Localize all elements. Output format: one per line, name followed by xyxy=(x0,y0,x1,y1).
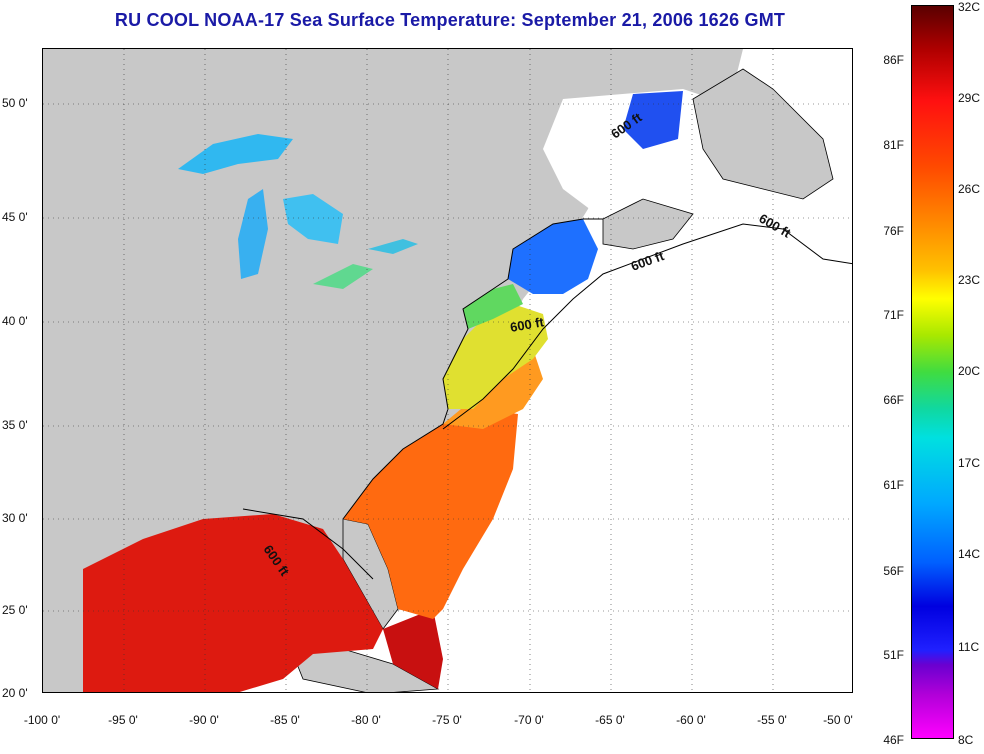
colorbar-f-46: 46F xyxy=(883,733,904,747)
gulf-of-maine-sst xyxy=(508,219,598,294)
lake-huron-sst xyxy=(283,194,343,244)
colorbar-f-81: 81F xyxy=(883,138,904,152)
colorbar-f-56: 56F xyxy=(883,564,904,578)
south-atlantic-sst xyxy=(343,409,518,619)
colorbar-c-8: 8C xyxy=(958,733,974,747)
lon-tick-70: -70 0' xyxy=(514,713,544,727)
lat-tick-25: 25 0' xyxy=(2,603,28,617)
bay-of-fundy-sst xyxy=(623,91,683,149)
contour-label-midatlantic: 600 ft xyxy=(509,314,546,335)
colorbar-c-11: 11C xyxy=(958,640,980,654)
colorbar-c-29: 29C xyxy=(958,91,981,105)
east-coastline xyxy=(342,218,603,520)
lat-tick-50: 50 0' xyxy=(2,96,28,110)
colorbar-c-26: 26C xyxy=(958,182,981,196)
lat-tick-20: 20 0' xyxy=(2,686,28,700)
map-grid xyxy=(43,49,852,692)
lon-tick-50: -50 0' xyxy=(823,713,853,727)
colorbar-f-71: 71F xyxy=(883,308,904,322)
colorbar-f-76: 76F xyxy=(883,224,904,238)
lat-tick-30: 30 0' xyxy=(2,511,28,525)
colorbar-f-61: 61F xyxy=(883,478,904,492)
lake-superior-sst xyxy=(178,134,293,174)
lon-tick-80: -80 0' xyxy=(351,713,381,727)
lake-erie-sst xyxy=(313,264,373,289)
colorbar-c-17: 17C xyxy=(958,456,981,470)
lake-michigan-sst xyxy=(238,189,268,279)
shelf-break-contour xyxy=(242,223,852,580)
lon-tick-95: -95 0' xyxy=(108,713,138,727)
nova-scotia-land xyxy=(602,198,694,250)
sst-map: 600 ft 600 ft 600 ft 600 ft 600 ft xyxy=(42,48,853,693)
temperature-colorbar xyxy=(911,5,954,739)
map-title: RU COOL NOAA-17 Sea Surface Temperature:… xyxy=(114,10,786,30)
new-jersey-sst xyxy=(463,284,523,329)
mid-atlantic-sst xyxy=(443,304,548,409)
colorbar-f-51: 51F xyxy=(883,648,904,662)
map-canvas: 600 ft 600 ft 600 ft 600 ft 600 ft xyxy=(43,49,852,692)
lat-tick-35: 35 0' xyxy=(2,418,28,432)
colorbar-c-23: 23C xyxy=(958,273,981,287)
lon-tick-100: -100 0' xyxy=(23,713,61,727)
colorbar-f-66: 66F xyxy=(883,393,904,407)
lon-tick-65: -65 0' xyxy=(595,713,625,727)
lon-tick-75: -75 0' xyxy=(432,713,462,727)
lake-ontario-sst xyxy=(368,239,418,254)
lon-tick-55: -55 0' xyxy=(757,713,787,727)
lon-tick-90: -90 0' xyxy=(189,713,219,727)
caribbean-sst xyxy=(383,609,443,689)
colorbar-f-86: 86F xyxy=(883,53,904,67)
lon-tick-60: -60 0' xyxy=(676,713,706,727)
lat-tick-45: 45 0' xyxy=(2,210,28,224)
gulf-st-lawrence-region xyxy=(543,89,743,224)
colorbar-c-32: 32C xyxy=(958,0,981,14)
colorbar-c-14: 14C xyxy=(958,547,981,561)
lon-tick-85: -85 0' xyxy=(270,713,300,727)
lat-tick-40: 40 0' xyxy=(2,314,28,328)
colorbar-c-20: 20C xyxy=(958,364,981,378)
newfoundland-land xyxy=(692,68,834,200)
gulf-of-mexico-sst xyxy=(83,514,383,692)
